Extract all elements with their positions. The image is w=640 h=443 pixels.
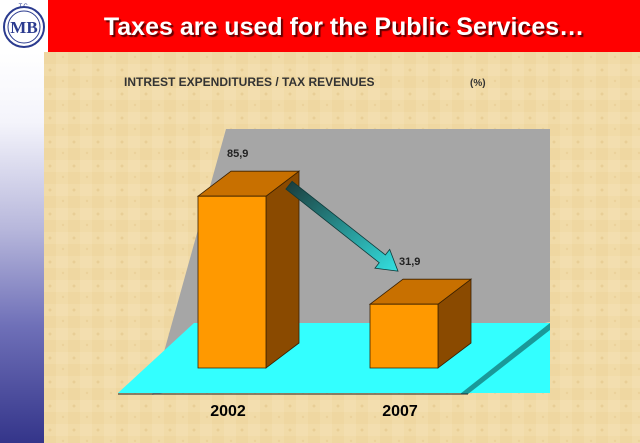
x-tick-label-2007: 2007 [382,403,418,420]
bar-side-2002 [265,170,300,369]
chart-floor [118,323,550,393]
value-label-2002: 85,9 [227,148,248,160]
bars-group [196,170,473,369]
slide-title: Taxes are used for the Public Services… [103,13,585,41]
bar-front-2007 [369,303,439,369]
bar-front-2002 [197,195,267,369]
chart-floor-side [460,323,550,394]
chart: INTREST EXPENDITURES / TAX REVENUES (%) … [44,52,640,443]
chart-title: INTREST EXPENDITURES / TAX REVENUES [124,75,374,89]
ministry-logo: T.C. MB [0,0,48,52]
trend-arrow [285,180,399,272]
svg-text:T.C.: T.C. [19,4,30,10]
chart-panel: INTREST EXPENDITURES / TAX REVENUES (%) … [44,52,640,443]
header-bar: T.C. MB Taxes are used for the Public Se… [0,0,640,52]
value-label-2007: 31,9 [399,256,420,268]
svg-text:MB: MB [10,18,37,37]
sidebar-decoration [0,52,44,443]
chart-title-unit: (%) [470,78,486,89]
x-tick-label-2002: 2002 [210,403,246,420]
trend-arrow-shape [285,180,399,272]
